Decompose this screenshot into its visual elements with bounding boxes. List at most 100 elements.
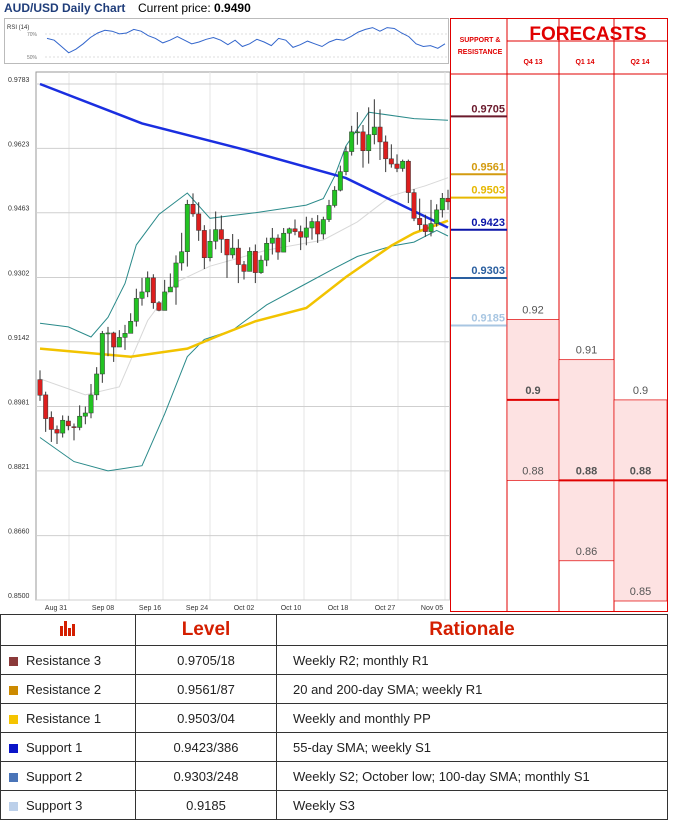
candle-body [190, 204, 196, 215]
candle [145, 271, 151, 298]
candle-body [105, 332, 111, 335]
candle-body [258, 259, 264, 273]
candle-body [218, 229, 224, 240]
candle [235, 239, 241, 284]
candle [196, 202, 202, 241]
level-swatch [9, 714, 18, 724]
forecasts-title: FORECASTS [529, 24, 647, 45]
rationale-cell: Weekly S3 [276, 790, 668, 820]
rsi-panel: RSI (14) 70% 50% [4, 18, 449, 64]
candle [156, 301, 162, 312]
candle-body [343, 151, 349, 172]
y-tick-label: 0.8660 [8, 529, 30, 536]
table-row: Support 1 0.9423/386 55-day SMA; weekly S1 [0, 732, 668, 762]
rsi-level-label: 70% [27, 32, 38, 38]
candle [343, 146, 349, 176]
level-name: Resistance 1 [26, 710, 102, 726]
lower-band-line [39, 229, 449, 472]
forecast-panel: 0.9705 0.9561 0.9503 0.9423 0.9303 0.9185 0.92… [450, 18, 668, 612]
rationale-cell: 55-day SMA; weekly S1 [276, 732, 668, 762]
candle [326, 199, 332, 222]
x-tick-label: Sep 24 [186, 605, 208, 612]
table-row: Resistance 3 0.9705/18 Weekly R2; monthly … [0, 645, 668, 675]
candle [201, 225, 207, 270]
x-tick-label: Oct 18 [328, 605, 349, 612]
candle-body [167, 286, 173, 293]
candle [360, 125, 366, 168]
level-label: 0.9423 [471, 217, 505, 229]
candle-body [292, 228, 298, 232]
candle-body [360, 131, 366, 152]
rationale-cell: 20 and 200-day SMA; weekly R1 [276, 674, 668, 704]
level-swatch [9, 685, 18, 695]
level-name: Resistance 3 [26, 652, 102, 668]
candle [150, 274, 156, 309]
candle [43, 391, 49, 432]
x-tick-label: Oct 02 [234, 605, 255, 612]
x-tick-label: Sep 16 [139, 605, 161, 612]
forecast-value-label: 0.88 [522, 465, 543, 477]
candle-body [354, 131, 360, 134]
candle [122, 324, 128, 350]
y-tick-label: 0.8981 [8, 400, 30, 407]
level-swatch [9, 743, 18, 753]
candle [230, 234, 236, 259]
level-name-cell: Support 2 [0, 761, 136, 791]
candle-body [309, 221, 315, 229]
candle-body [77, 415, 83, 428]
candle [60, 415, 66, 438]
candle [320, 216, 326, 240]
candle [111, 331, 117, 362]
candle [281, 227, 287, 253]
candle-body [332, 189, 338, 206]
candle [190, 193, 196, 217]
forecast-box: 0.91 0.88 0.86 [558, 345, 615, 562]
x-tick-label: Sep 08 [92, 605, 114, 612]
current-price: Current price: 0.9490 [138, 1, 251, 15]
candle-body [247, 251, 253, 272]
candle [128, 313, 134, 334]
forecast-value-label: 0.91 [576, 345, 597, 357]
candle-body [196, 213, 202, 231]
candle [298, 225, 304, 251]
candle [218, 215, 224, 253]
candle-body [150, 277, 156, 304]
candle [241, 260, 247, 280]
candle-body [434, 209, 440, 224]
rationale-cell: Weekly R2; monthly R1 [276, 645, 668, 675]
candle-body [71, 426, 77, 428]
candle [71, 423, 77, 441]
level-swatch [9, 656, 18, 666]
bars-icon [0, 614, 136, 646]
candle-body [230, 247, 236, 256]
candle-body [315, 221, 321, 235]
candle-body [417, 218, 423, 226]
forecast-value-label: 0.9 [525, 385, 540, 397]
candle [264, 237, 270, 267]
x-tick-label: Aug 31 [45, 605, 67, 612]
candle-body [405, 160, 411, 193]
candle-body [235, 247, 241, 265]
candle [292, 219, 298, 236]
level-header: Level [135, 614, 277, 646]
table-header-row: Level Rationale [0, 614, 668, 646]
candle-body [422, 224, 428, 232]
candle-body [37, 379, 43, 396]
candle-body [383, 141, 389, 160]
level-swatch [9, 772, 18, 782]
candle [88, 384, 94, 419]
candle-body [388, 158, 394, 165]
y-tick-label: 0.9783 [8, 77, 30, 84]
candle-body [213, 229, 219, 242]
candle [422, 214, 428, 237]
candle [275, 234, 281, 260]
candle [286, 227, 292, 243]
levels-table: Level Rationale Resistance 3 0.9705/18 Wee… [0, 614, 668, 820]
y-tick-label: 0.9142 [8, 335, 30, 342]
candle-body [241, 264, 247, 272]
level-name: Support 2 [26, 768, 83, 784]
candle-body [88, 394, 94, 414]
y-tick-label: 0.9623 [8, 141, 30, 148]
forecast-value-label: 0.9 [633, 385, 648, 397]
level-label: 0.9561 [471, 161, 505, 173]
